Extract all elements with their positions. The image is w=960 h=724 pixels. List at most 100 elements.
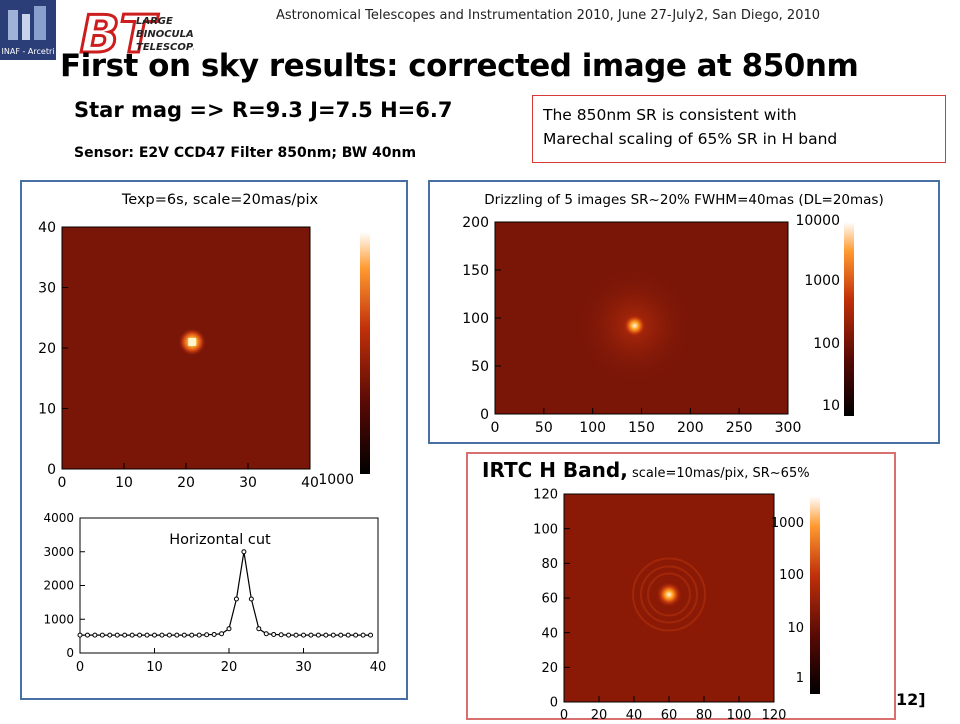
c1-data-point (338, 632, 344, 638)
c2-colorbar-label: 100 (813, 336, 840, 352)
c1-data-point (308, 632, 314, 638)
c0-ytick-label: 0 (47, 462, 56, 478)
chart-drizzling: Drizzling of 5 images SR~20% FWHM=40mas … (428, 180, 940, 444)
chart-irtc-colorbar (810, 496, 820, 694)
c1-data-point (129, 632, 135, 638)
c0-colorbar-label: 1000 (318, 472, 354, 488)
c1-data-point (166, 632, 172, 638)
c1-data-point (330, 632, 336, 638)
c3-star-peak (656, 581, 682, 608)
c3-ytick-label: 120 (533, 488, 558, 503)
c1-data-point (181, 632, 187, 638)
c0-xtick-label: 20 (177, 475, 195, 491)
c1-data-point (233, 596, 239, 602)
c1-data-point (323, 632, 329, 638)
irtc-title-rest: scale=10mas/pix, SR~65% (627, 466, 810, 481)
c2-xtick-label: 200 (677, 420, 704, 436)
c2-xtick-label: 50 (535, 420, 553, 436)
c1-data-point (189, 632, 195, 638)
c0-ytick-label: 40 (38, 220, 56, 236)
c1-data-point (293, 632, 299, 638)
c2-ytick-label: 50 (471, 359, 489, 375)
c3-airy-ring (640, 565, 698, 624)
c1-data-point (256, 626, 262, 632)
lbt-logo-line2: BINOCULAR (136, 29, 194, 40)
chart-drizzling-colorbar (844, 222, 854, 416)
c0-ytick-label: 10 (38, 402, 56, 418)
c2-star-peak (623, 314, 646, 337)
chart-cut-title: Horizontal cut (169, 532, 271, 548)
c1-data-point (152, 632, 157, 638)
c1-data-point (315, 632, 321, 638)
c1-data-point (368, 632, 374, 638)
chart-horizontal-cut-svg: Horizontal cut 0 10 20 30 40 0 1000 2000 3000 400… (43, 511, 387, 675)
c0-xtick-label: 30 (239, 475, 257, 491)
c2-xtick-label: 250 (726, 420, 753, 436)
c1-ytick-label: 2000 (43, 579, 74, 593)
c1-data-point (107, 632, 113, 638)
c1-ytick-label: 0 (66, 646, 74, 660)
c1-data-point (353, 632, 359, 638)
c1-data-point (92, 632, 98, 638)
c3-ytick-label: 40 (541, 626, 558, 641)
c1-xtick-label: 0 (76, 660, 84, 675)
c0-star-core (188, 337, 197, 346)
c1-data-point (196, 632, 202, 638)
c3-colorbar-label: 100 (779, 568, 804, 583)
c2-xtick-label: 150 (628, 420, 655, 436)
left-panel (20, 180, 408, 700)
reference-fragment: 12] (896, 690, 926, 709)
c0-ytick-label: 30 (38, 281, 56, 297)
c1-xtick-label: 30 (295, 660, 312, 675)
inaf-logo-text: INAF - Arcetri (2, 47, 55, 56)
note-line-1: The 850nm SR is consistent with (543, 106, 797, 124)
c1-data-point (263, 631, 269, 637)
c2-xtick-label: 300 (775, 420, 802, 436)
conference-line: Astronomical Telescopes and Instrumentat… (276, 8, 821, 23)
note-line-2: Marechal scaling of 65% SR in H band (543, 130, 838, 148)
c1-series-line (80, 551, 371, 636)
c3-ytick-label: 80 (541, 557, 558, 572)
irtc-title: IRTC H Band, scale=10mas/pix, SR~65% (482, 458, 810, 482)
c1-ytick-label: 1000 (43, 612, 74, 626)
c1-data-point (241, 549, 247, 555)
c2-ytick-label: 150 (462, 263, 489, 279)
c3-colorbar-label: 10 (787, 621, 804, 636)
c1-data-point (278, 632, 284, 638)
c1-data-point (211, 631, 217, 637)
c3-xtick-label: 100 (727, 708, 752, 720)
chart-drizzling-title: Drizzling of 5 images SR~20% FWHM=40mas … (484, 192, 883, 208)
c3-ytick-label: 100 (533, 522, 558, 537)
c3-xtick-label: 40 (626, 708, 643, 720)
c1-data-point (77, 632, 83, 638)
c3-xtick-label: 20 (591, 708, 608, 720)
c1-data-point (159, 632, 165, 638)
c1-data-point (226, 626, 232, 632)
c1-xtick-label: 20 (221, 660, 238, 675)
c1-ytick-label: 3000 (43, 545, 74, 559)
c2-xtick-label: 0 (491, 420, 500, 436)
c0-xtick-label: 40 (301, 475, 319, 491)
lbt-logo-line1: LARGE (136, 16, 173, 27)
irtc-panel (466, 452, 896, 720)
c3-xtick-label: 0 (560, 708, 568, 720)
c2-ytick-label: 100 (462, 311, 489, 327)
c0-xtick-label: 0 (58, 475, 67, 491)
c1-ytick-label: 4000 (43, 511, 74, 525)
c0-ytick-label: 20 (38, 341, 56, 357)
c1-data-point (248, 596, 254, 602)
c1-data-point (137, 632, 143, 638)
c1-xtick-label: 40 (370, 660, 387, 675)
c1-data-point (219, 631, 225, 637)
c3-airy-ring (647, 572, 691, 617)
c2-xtick-label: 100 (579, 420, 606, 436)
chart-irtc-svg: 0 20 40 60 80 100 120 0 20 40 60 80 100 120 1000 100 10… (533, 488, 820, 723)
lbt-logo-line3: TELESCOPE (136, 42, 194, 53)
c1-data-point (114, 632, 120, 638)
c2-colorbar-label: 1000 (804, 273, 840, 289)
lbt-logo-letters: BT (80, 5, 159, 60)
chart-850nm-svg: Texp=6s, scale=20mas/pix 0 10 20 30 40 0 10 20 3… (38, 192, 370, 656)
c1-data-point (345, 632, 351, 638)
c2-colorbar-label: 10 (822, 398, 840, 414)
slide-title: First on sky results: corrected image at… (60, 48, 859, 84)
